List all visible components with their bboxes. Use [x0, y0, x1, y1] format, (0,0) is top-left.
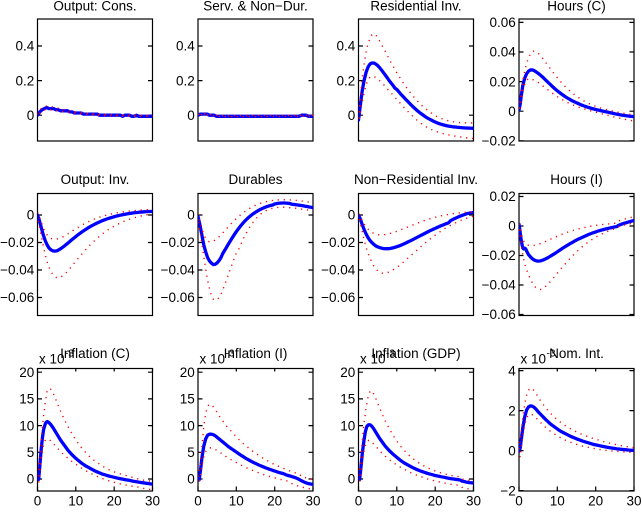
svg-text:Residential Inv.: Residential Inv. — [370, 0, 461, 14]
svg-text:0: 0 — [515, 493, 523, 508]
svg-text:−0.02: −0.02 — [0, 235, 34, 250]
svg-text:20: 20 — [428, 493, 443, 508]
svg-text:0.2: 0.2 — [16, 73, 35, 88]
svg-text:−0.06: −0.06 — [161, 290, 195, 305]
svg-text:x 10: x 10 — [521, 352, 547, 367]
svg-text:0.4: 0.4 — [337, 39, 356, 54]
svg-text:10: 10 — [180, 418, 195, 433]
svg-text:Inflation (I): Inflation (I) — [224, 346, 288, 361]
svg-text:0: 0 — [348, 208, 356, 223]
svg-text:0: 0 — [187, 208, 195, 223]
svg-text:20: 20 — [107, 493, 122, 508]
svg-text:-3: -3 — [226, 349, 235, 360]
svg-text:Durables: Durables — [228, 172, 282, 187]
svg-text:Nom. Int.: Nom. Int. — [549, 346, 604, 361]
svg-text:0: 0 — [34, 493, 42, 508]
svg-text:−0.02: −0.02 — [482, 248, 516, 263]
svg-text:0: 0 — [348, 472, 356, 487]
svg-text:Output: Cons.: Output: Cons. — [53, 0, 136, 14]
svg-text:Inflation (GDP): Inflation (GDP) — [371, 346, 460, 361]
svg-text:0.04: 0.04 — [490, 45, 517, 60]
svg-text:0: 0 — [27, 108, 35, 123]
svg-text:30: 30 — [305, 493, 320, 508]
svg-text:Output: Inv.: Output: Inv. — [61, 172, 130, 187]
svg-text:20: 20 — [19, 365, 34, 380]
svg-text:0: 0 — [194, 493, 202, 508]
svg-text:−0.02: −0.02 — [321, 235, 355, 250]
svg-text:0: 0 — [508, 219, 516, 234]
svg-text:−2: −2 — [500, 483, 515, 498]
svg-text:x 10: x 10 — [200, 352, 226, 367]
svg-text:0.4: 0.4 — [176, 39, 195, 54]
svg-text:0.4: 0.4 — [16, 39, 35, 54]
svg-text:Hours (I): Hours (I) — [550, 172, 603, 187]
svg-text:0: 0 — [187, 472, 195, 487]
svg-text:−0.02: −0.02 — [482, 134, 516, 149]
svg-text:30: 30 — [145, 493, 160, 508]
svg-text:x 10: x 10 — [39, 352, 65, 367]
svg-text:Non−Residential Inv.: Non−Residential Inv. — [354, 172, 478, 187]
svg-text:−0.04: −0.04 — [0, 263, 35, 278]
svg-text:10: 10 — [19, 418, 34, 433]
svg-text:0: 0 — [27, 472, 35, 487]
svg-text:15: 15 — [340, 392, 355, 407]
svg-text:Hours (C): Hours (C) — [547, 0, 606, 14]
svg-text:0: 0 — [355, 493, 363, 508]
svg-text:20: 20 — [340, 365, 355, 380]
svg-text:20: 20 — [267, 493, 282, 508]
svg-text:20: 20 — [588, 493, 603, 508]
svg-text:2: 2 — [508, 403, 516, 418]
svg-text:0.02: 0.02 — [490, 189, 516, 204]
svg-text:4: 4 — [508, 363, 516, 378]
svg-text:5: 5 — [187, 445, 195, 460]
svg-text:0.06: 0.06 — [490, 15, 516, 30]
svg-text:15: 15 — [180, 392, 195, 407]
svg-text:30: 30 — [626, 493, 641, 508]
svg-text:−0.04: −0.04 — [482, 278, 517, 293]
svg-text:-3: -3 — [386, 349, 395, 360]
svg-text:0: 0 — [348, 108, 356, 123]
svg-text:−0.06: −0.06 — [0, 290, 34, 305]
svg-text:5: 5 — [348, 445, 356, 460]
svg-text:x 10: x 10 — [360, 352, 386, 367]
svg-text:30: 30 — [466, 493, 481, 508]
svg-text:0: 0 — [187, 108, 195, 123]
svg-text:10: 10 — [550, 493, 565, 508]
svg-text:Serv. & Non−Dur.: Serv. & Non−Dur. — [203, 0, 307, 14]
svg-text:10: 10 — [229, 493, 244, 508]
svg-text:0: 0 — [508, 443, 516, 458]
svg-text:0: 0 — [508, 104, 516, 119]
svg-text:0: 0 — [27, 208, 35, 223]
svg-text:10: 10 — [68, 493, 83, 508]
svg-text:10: 10 — [340, 418, 355, 433]
svg-text:10: 10 — [389, 493, 404, 508]
svg-text:−0.04: −0.04 — [161, 263, 196, 278]
svg-text:0.2: 0.2 — [337, 73, 356, 88]
svg-text:−0.04: −0.04 — [321, 263, 356, 278]
svg-text:0.2: 0.2 — [176, 73, 195, 88]
svg-text:−0.06: −0.06 — [321, 290, 355, 305]
svg-text:-3: -3 — [547, 349, 556, 360]
svg-text:5: 5 — [27, 445, 35, 460]
svg-text:Inflation (C): Inflation (C) — [60, 346, 130, 361]
svg-text:-3: -3 — [65, 349, 74, 360]
svg-text:0.02: 0.02 — [490, 74, 516, 89]
svg-text:15: 15 — [19, 392, 34, 407]
svg-text:−0.06: −0.06 — [482, 307, 516, 322]
svg-text:20: 20 — [180, 365, 195, 380]
svg-text:−0.02: −0.02 — [161, 235, 195, 250]
